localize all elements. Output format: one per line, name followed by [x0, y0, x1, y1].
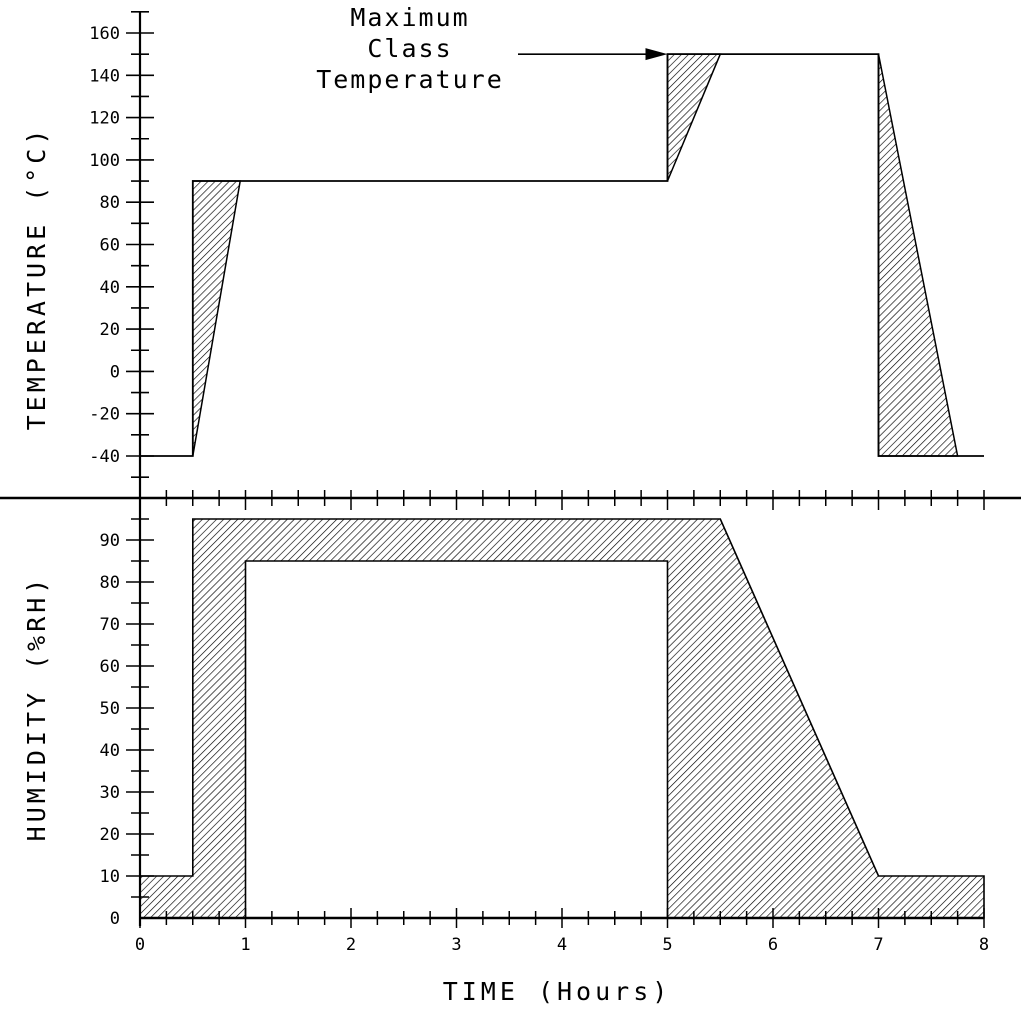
temperature-tick-label: 80	[100, 193, 120, 213]
annotation-arrow-head	[645, 48, 668, 61]
temperature-tick-label: 60	[100, 236, 120, 256]
humidity-tick-label: 80	[100, 573, 120, 593]
humidity-tick-label: 30	[100, 783, 120, 803]
time-tick-label: 3	[451, 935, 461, 955]
time-tick-label: 8	[979, 935, 989, 955]
temperature-tick-label: 0	[110, 362, 120, 382]
time-tick-label: 0	[135, 935, 145, 955]
annotation-line-2: Class	[367, 34, 452, 63]
humidity-tick-label: 60	[100, 657, 120, 677]
humidity-tick-label: 0	[110, 909, 120, 929]
humidity-tolerance-band	[139, 518, 985, 919]
temperature-tick-label: 120	[89, 109, 120, 129]
time-tick-label: 4	[557, 935, 567, 955]
temperature-tick-label: -40	[89, 447, 120, 467]
temperature-tick-label: 40	[100, 278, 120, 298]
time-tick-label: 6	[768, 935, 778, 955]
humidity-tick-label: 40	[100, 741, 120, 761]
temperature-axis-title: TEMPERATURE (°C)	[22, 126, 51, 431]
temperature-hatch-region-3	[877, 53, 959, 457]
temperature-profile-line	[140, 53, 984, 457]
humidity-tick-label: 50	[100, 699, 120, 719]
humidity-tick-label: 90	[100, 531, 120, 551]
temperature-tick-label: 100	[89, 151, 120, 171]
temperature-hatch-region-1	[192, 180, 242, 457]
humidity-tick-label: 20	[100, 825, 120, 845]
humidity-panel: 0 10 20 30 40 50 60 70 80 90	[100, 518, 985, 929]
temperature-panel: -40 -20 0 20 40 60 80 100 120 140 160	[89, 11, 984, 478]
time-tick-label: 1	[240, 935, 250, 955]
shared-axes: 0 1 2 3 4 5 6 7 8	[0, 12, 1021, 955]
temperature-tick-label: 140	[89, 66, 120, 86]
humidity-tick-label: 10	[100, 867, 120, 887]
time-tick-label: 5	[662, 935, 672, 955]
temperature-tick-label: -20	[89, 405, 120, 425]
annotation-line-1: Maximum	[350, 3, 469, 32]
temperature-tick-label: 20	[100, 320, 120, 340]
time-tick-label: 2	[346, 935, 356, 955]
humidity-axis-title: HUMIDITY (%RH)	[22, 575, 51, 842]
humidity-tick-label: 70	[100, 615, 120, 635]
temperature-tick-label: 160	[89, 24, 120, 44]
temperature-hatch-region-2	[666, 53, 722, 182]
time-axis-title: TIME (Hours)	[443, 977, 672, 1006]
time-tick-label: 7	[873, 935, 883, 955]
annotation-line-3: Temperature	[316, 65, 504, 94]
